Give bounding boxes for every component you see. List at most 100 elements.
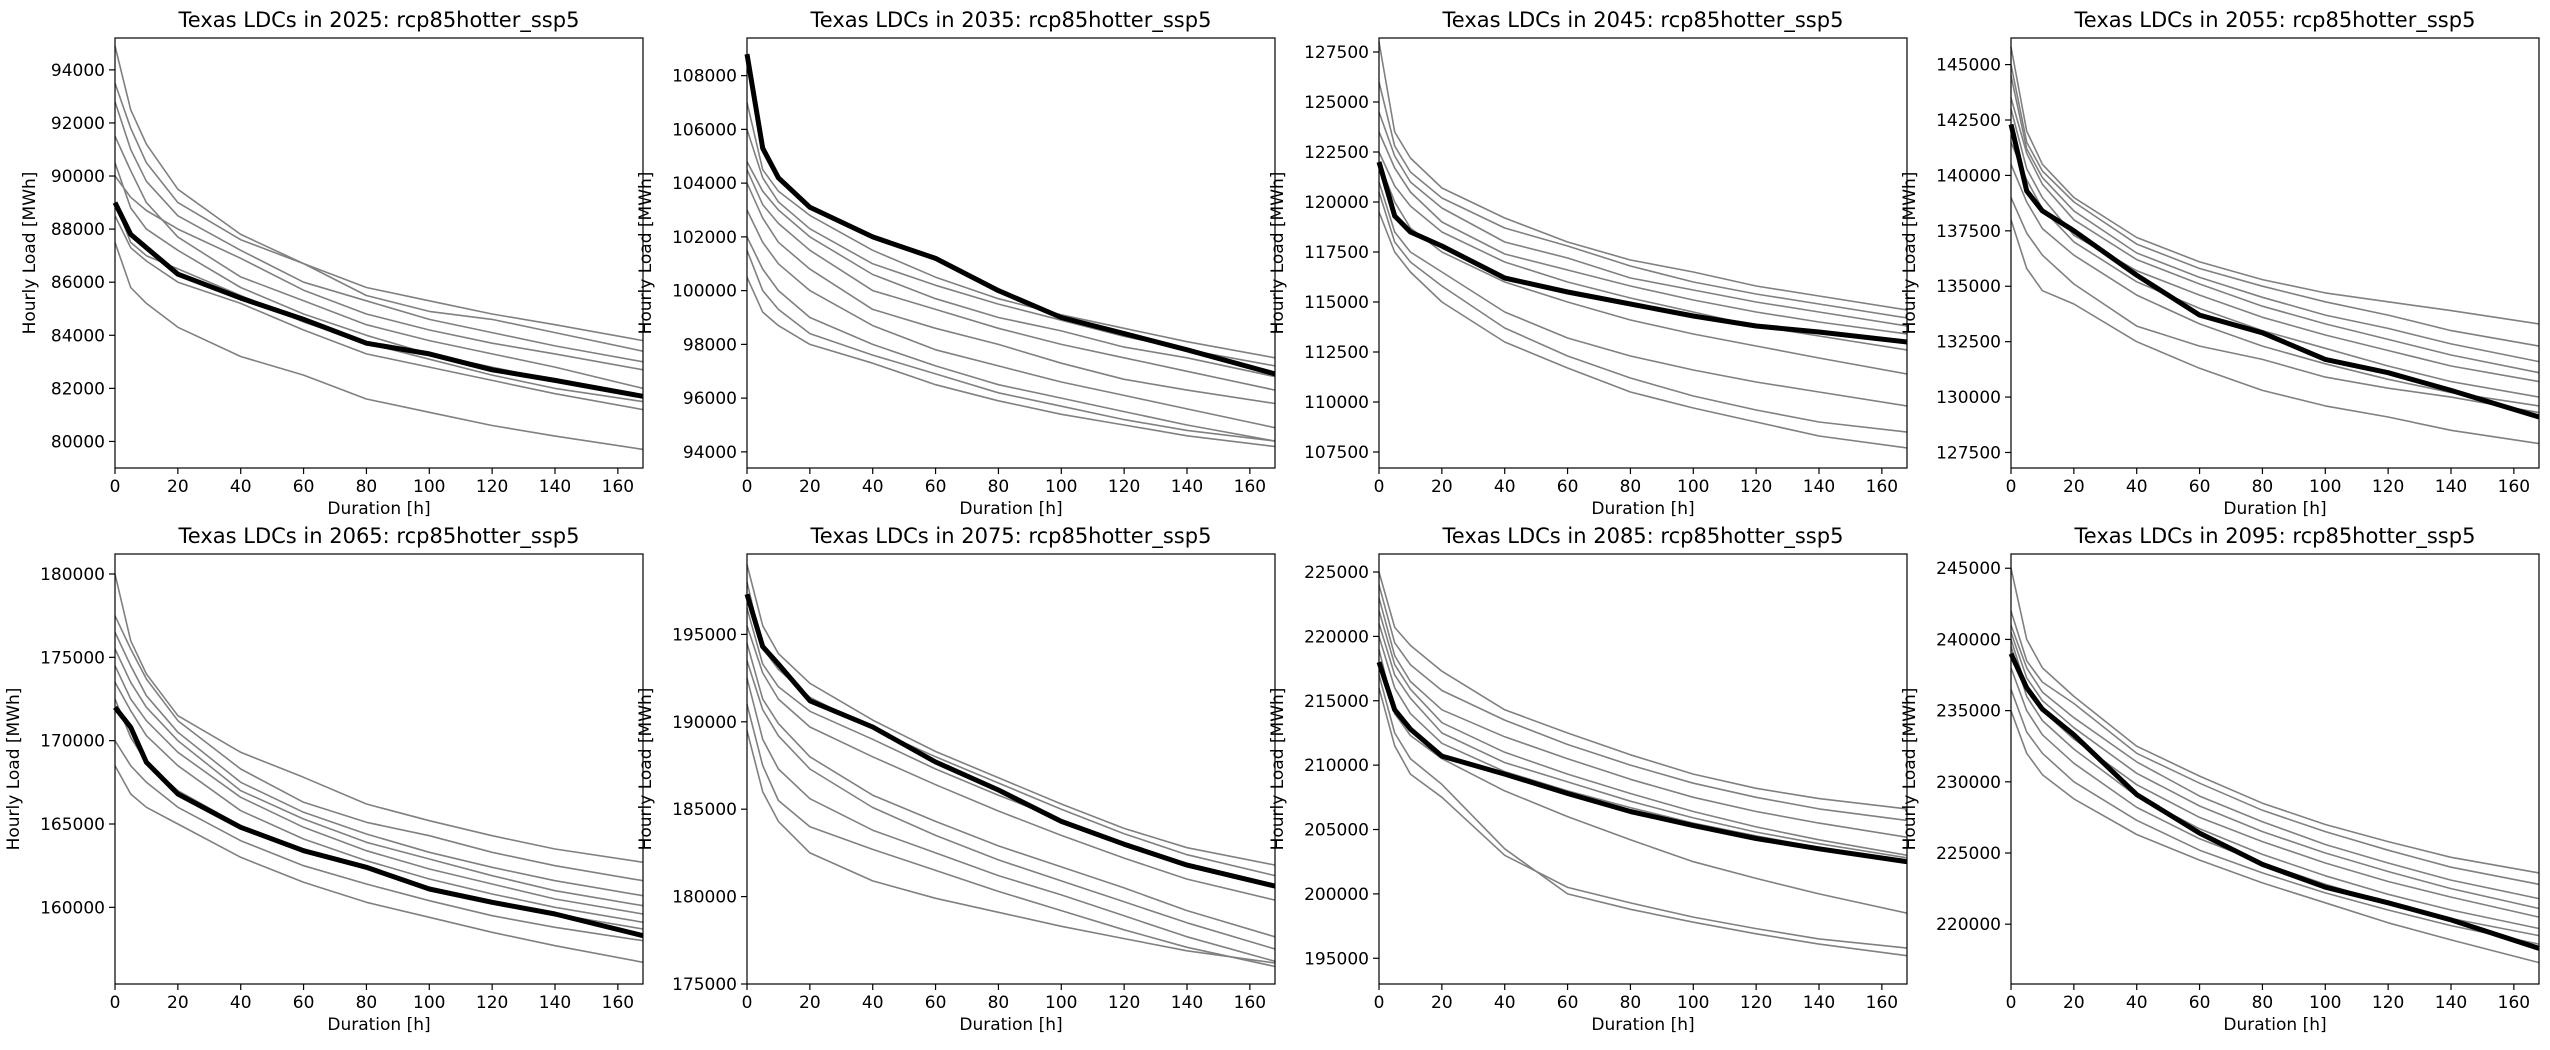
series-line-4 bbox=[1378, 623, 1908, 859]
x-tick-label: 40 bbox=[2126, 993, 2148, 1013]
x-tick-label: 60 bbox=[293, 477, 315, 497]
series-line-2 bbox=[2010, 624, 2540, 900]
x-tick-label: 20 bbox=[1431, 993, 1453, 1013]
series-line-5 bbox=[2010, 646, 2540, 930]
y-tick-label: 107500 bbox=[1304, 443, 1369, 463]
x-tick-label: 60 bbox=[2189, 993, 2211, 1013]
x-tick-label: 0 bbox=[742, 477, 753, 497]
y-tick-label: 195000 bbox=[1304, 949, 1369, 969]
chart-panel-2: 0 20 40 60 80 100 120 140 160 107500 110000 112500 1… bbox=[1268, 8, 1908, 519]
x-axis-label: Duration [h] bbox=[1591, 1015, 1694, 1035]
series-line-8 bbox=[2010, 710, 2540, 964]
y-tick-label: 185000 bbox=[672, 800, 737, 820]
y-axis-label: Hourly Load [MWh] bbox=[636, 688, 656, 851]
chart-panel-3: 0 20 40 60 80 100 120 140 160 127500 130000 132500 1… bbox=[1900, 8, 2540, 519]
x-tick-label: 0 bbox=[2006, 477, 2017, 497]
highlight-line bbox=[2008, 123, 2540, 420]
x-tick-label: 0 bbox=[1374, 477, 1385, 497]
series-line-0 bbox=[1378, 41, 1908, 311]
y-tick-label: 160000 bbox=[40, 898, 105, 918]
y-axis-label: Hourly Load [MWh] bbox=[20, 172, 40, 335]
x-tick-label: 80 bbox=[988, 993, 1010, 1013]
series-line-4 bbox=[746, 642, 1276, 938]
chart-panel-4: 0 20 40 60 80 100 120 140 160 160000 165000 170000 1… bbox=[4, 524, 644, 1035]
x-tick-label: 120 bbox=[1740, 993, 1772, 1013]
series-line-5 bbox=[114, 681, 644, 924]
series-line-0 bbox=[1378, 571, 1908, 810]
plot-frame bbox=[746, 37, 1276, 469]
y-tick-label: 82000 bbox=[51, 379, 105, 399]
y-tick-label: 127500 bbox=[1304, 43, 1369, 63]
chart-panel-0: 0 20 40 60 80 100 120 140 160 80000 82000 84000 8600… bbox=[20, 8, 644, 519]
x-tick-label: 120 bbox=[476, 993, 508, 1013]
x-tick-label: 160 bbox=[602, 477, 634, 497]
series-line-1 bbox=[746, 581, 1276, 877]
x-tick-label: 100 bbox=[2309, 993, 2341, 1013]
x-tick-label: 40 bbox=[1494, 477, 1516, 497]
x-tick-label: 40 bbox=[862, 993, 884, 1013]
x-tick-label: 140 bbox=[1171, 993, 1203, 1013]
chart-title: Texas LDCs in 2055: rcp85hotter_ssp5 bbox=[2074, 8, 2476, 33]
y-tick-label: 230000 bbox=[1936, 773, 2001, 793]
y-tick-label: 145000 bbox=[1936, 56, 2001, 76]
y-axis-label: Hourly Load [MWh] bbox=[1268, 172, 1288, 335]
y-tick-label: 112500 bbox=[1304, 343, 1369, 363]
x-tick-label: 60 bbox=[2189, 477, 2211, 497]
series-line-2 bbox=[114, 101, 644, 363]
plot-frame bbox=[2010, 37, 2540, 469]
x-tick-label: 140 bbox=[2435, 993, 2467, 1013]
y-tick-label: 220000 bbox=[1304, 627, 1369, 647]
y-tick-label: 165000 bbox=[40, 815, 105, 835]
series-line-0 bbox=[2010, 46, 2540, 325]
x-tick-label: 140 bbox=[539, 477, 571, 497]
x-tick-label: 140 bbox=[1171, 477, 1203, 497]
x-tick-label: 80 bbox=[356, 993, 378, 1013]
series-line-0 bbox=[114, 573, 644, 864]
y-tick-label: 94000 bbox=[51, 61, 105, 81]
y-tick-label: 170000 bbox=[40, 732, 105, 752]
x-tick-label: 120 bbox=[2372, 477, 2404, 497]
series-line-8 bbox=[114, 765, 644, 964]
plot-frame bbox=[1378, 37, 1908, 469]
series-line-8 bbox=[2010, 219, 2540, 445]
plot-area bbox=[1379, 38, 1907, 468]
x-tick-label: 20 bbox=[1431, 477, 1453, 497]
series-line-8 bbox=[1378, 211, 1908, 449]
x-tick-label: 20 bbox=[167, 993, 189, 1013]
y-tick-label: 180000 bbox=[40, 565, 105, 585]
chart-panel-7: 0 20 40 60 80 100 120 140 160 220000 225000 230000 2… bbox=[1900, 524, 2540, 1035]
y-tick-label: 90000 bbox=[51, 167, 105, 187]
y-tick-label: 102000 bbox=[672, 228, 737, 248]
y-tick-label: 137500 bbox=[1936, 222, 2001, 242]
series-line-7 bbox=[1378, 674, 1908, 957]
series-line-2 bbox=[2010, 75, 2540, 363]
plot-frame bbox=[114, 37, 644, 469]
x-tick-label: 40 bbox=[2126, 477, 2148, 497]
series-line-4 bbox=[746, 182, 1276, 405]
x-tick-label: 160 bbox=[1234, 477, 1266, 497]
chart-title: Texas LDCs in 2045: rcp85hotter_ssp5 bbox=[1442, 8, 1844, 33]
highlight-line bbox=[1376, 661, 1908, 865]
series-line-7 bbox=[114, 215, 644, 411]
y-tick-label: 135000 bbox=[1936, 277, 2001, 297]
series-line-7 bbox=[746, 250, 1276, 442]
x-axis-label: Duration [h] bbox=[327, 499, 430, 519]
x-tick-label: 20 bbox=[799, 477, 821, 497]
y-tick-label: 120000 bbox=[1304, 193, 1369, 213]
plot-frame bbox=[1378, 553, 1908, 985]
x-tick-label: 140 bbox=[1803, 993, 1835, 1013]
series-line-1 bbox=[2010, 64, 2540, 347]
series-line-2 bbox=[746, 161, 1276, 378]
x-tick-label: 120 bbox=[476, 477, 508, 497]
x-axis-label: Duration [h] bbox=[959, 499, 1062, 519]
highlight-line bbox=[112, 201, 644, 399]
y-axis-label: Hourly Load [MWh] bbox=[1900, 688, 1920, 851]
series-line-4 bbox=[114, 135, 644, 390]
highlight-line bbox=[113, 705, 644, 939]
y-tick-label: 220000 bbox=[1936, 915, 2001, 935]
series-line-1 bbox=[114, 615, 644, 882]
x-axis-label: Duration [h] bbox=[2223, 1015, 2326, 1035]
plot-frame bbox=[2010, 553, 2540, 985]
plot-frame bbox=[746, 553, 1276, 985]
series-line-1 bbox=[1378, 81, 1908, 319]
